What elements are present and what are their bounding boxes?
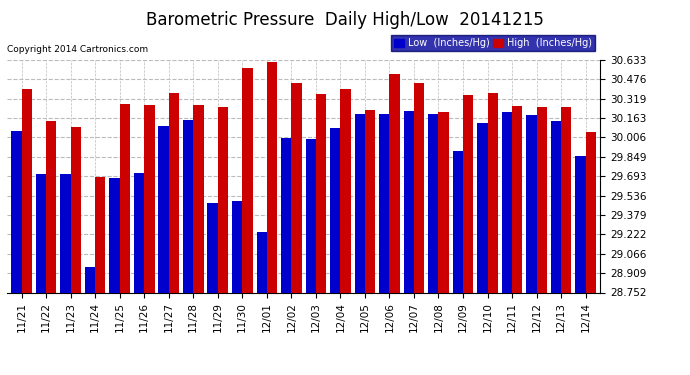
Bar — [70, 127, 81, 292]
Bar — [453, 151, 463, 292]
Bar — [193, 105, 204, 292]
Bar — [389, 74, 400, 292]
Bar — [551, 121, 561, 292]
Bar — [218, 107, 228, 292]
Bar — [183, 120, 193, 292]
Bar — [365, 110, 375, 292]
Bar — [340, 89, 351, 292]
Bar — [291, 82, 302, 292]
Bar — [477, 123, 488, 292]
Bar — [488, 93, 497, 292]
Bar — [404, 111, 414, 292]
Bar — [110, 178, 119, 292]
Bar — [11, 131, 21, 292]
Bar — [267, 62, 277, 292]
Bar — [586, 132, 596, 292]
Text: Barometric Pressure  Daily High/Low  20141215: Barometric Pressure Daily High/Low 20141… — [146, 11, 544, 29]
Bar — [355, 114, 365, 292]
Bar — [526, 115, 537, 292]
Bar — [438, 112, 449, 292]
Bar — [242, 68, 253, 292]
Bar — [208, 202, 218, 292]
Bar — [60, 174, 70, 292]
Bar — [159, 126, 169, 292]
Bar — [306, 140, 316, 292]
Bar — [169, 93, 179, 292]
Bar — [330, 128, 340, 292]
Bar — [85, 267, 95, 292]
Bar — [36, 174, 46, 292]
Bar — [414, 82, 424, 292]
Bar — [561, 107, 571, 292]
Bar — [463, 95, 473, 292]
Bar — [575, 156, 586, 292]
Bar — [281, 138, 291, 292]
Bar — [512, 106, 522, 292]
Bar — [428, 114, 438, 292]
Bar — [95, 177, 106, 292]
Bar — [46, 121, 57, 292]
Bar — [257, 232, 267, 292]
Bar — [316, 94, 326, 292]
Bar — [232, 201, 242, 292]
Bar — [502, 112, 512, 292]
Bar — [379, 114, 389, 292]
Legend: Low  (Inches/Hg), High  (Inches/Hg): Low (Inches/Hg), High (Inches/Hg) — [391, 34, 595, 51]
Bar — [134, 173, 144, 292]
Bar — [119, 104, 130, 292]
Bar — [537, 107, 547, 292]
Text: Copyright 2014 Cartronics.com: Copyright 2014 Cartronics.com — [7, 45, 148, 54]
Bar — [144, 105, 155, 292]
Bar — [21, 89, 32, 292]
